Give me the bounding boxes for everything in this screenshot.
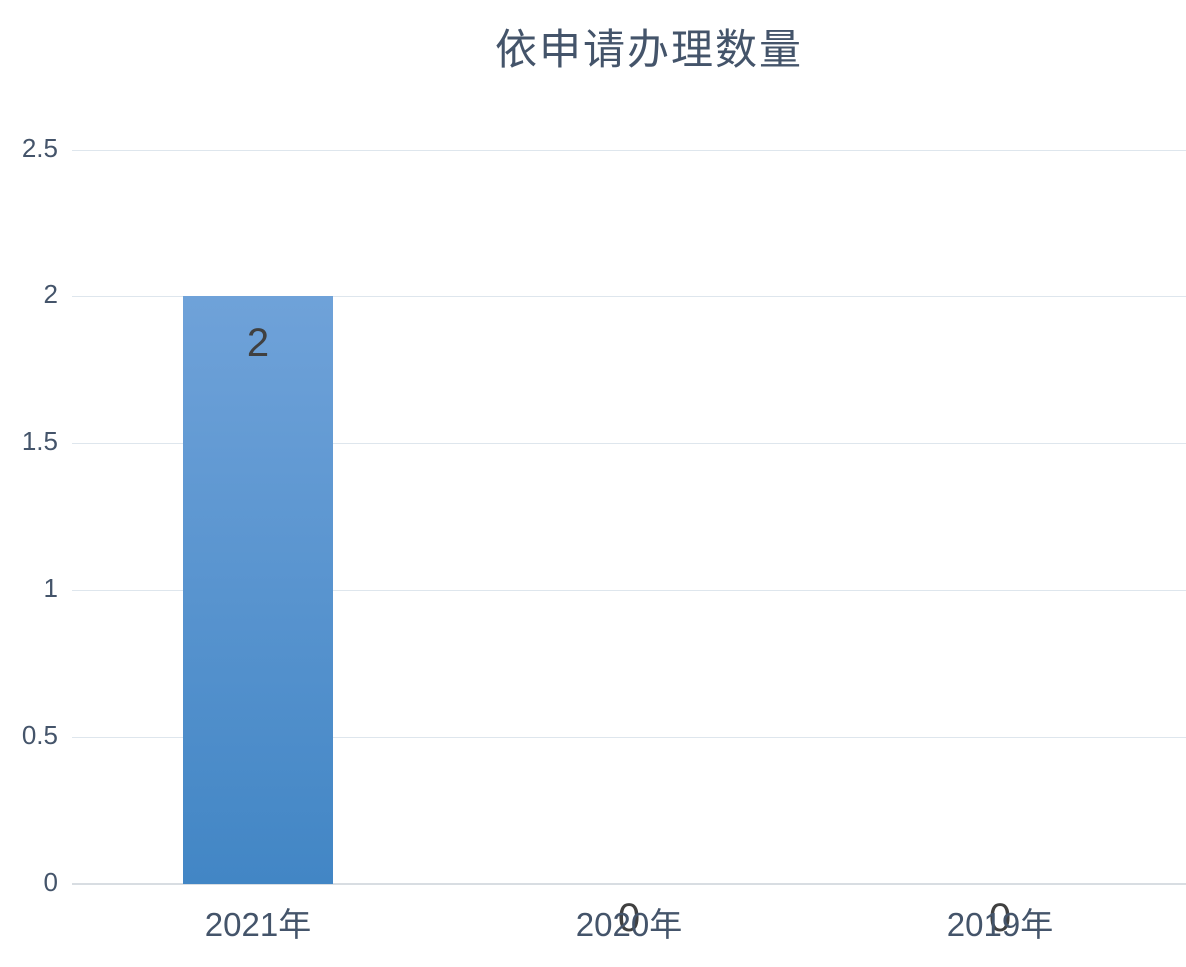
gridline (72, 590, 1186, 591)
chart-title: 依申请办理数量 (494, 28, 803, 74)
data-label: 0 (617, 896, 641, 940)
x-axis-category-label: 2020年 (575, 906, 683, 943)
y-axis-tick-label: 1.5 (21, 426, 58, 456)
gridline (72, 443, 1186, 444)
x-axis-line (72, 883, 1186, 885)
y-axis-tick-label: 2 (43, 279, 58, 309)
x-axis-category-label: 2019年 (946, 906, 1054, 943)
y-axis-tick-label: 0 (43, 867, 58, 897)
x-axis-category-label: 2021年 (204, 906, 312, 943)
gridline (72, 150, 1186, 151)
data-label: 2 (246, 321, 270, 365)
y-axis-tick-label: 2.5 (21, 133, 58, 163)
y-axis-tick-label: 0.5 (21, 720, 58, 750)
bar-2021年 (183, 296, 333, 884)
gridline (72, 737, 1186, 738)
y-axis-tick-label: 1 (43, 573, 58, 603)
gridline (72, 296, 1186, 297)
data-label: 0 (988, 896, 1012, 940)
